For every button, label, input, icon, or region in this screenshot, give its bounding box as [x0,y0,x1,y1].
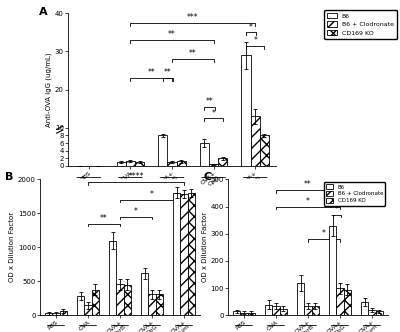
Bar [168,162,176,166]
Bar [362,302,368,315]
Bar [234,311,240,315]
Text: *: * [335,205,339,214]
Bar [142,273,148,315]
Bar [148,294,156,315]
Text: *: * [322,229,326,238]
Bar [251,117,260,166]
Bar [312,306,318,315]
Text: *: * [150,190,154,199]
Y-axis label: Anti-OVA IgG (ug/mL): Anti-OVA IgG (ug/mL) [46,52,52,127]
Bar [126,161,135,166]
Text: **: ** [164,68,172,77]
Bar [240,313,248,315]
Text: *: * [134,207,138,216]
Bar [52,313,60,315]
Y-axis label: OD x Dilution Factor: OD x Dilution Factor [202,212,208,283]
Text: **: ** [304,181,312,190]
Bar [336,288,344,315]
Bar [60,311,66,315]
Bar [368,310,376,315]
Bar [188,193,194,315]
Text: *: * [306,197,310,206]
Bar [376,311,382,315]
Bar [116,284,124,315]
Bar [78,296,84,315]
Bar [344,290,350,315]
Bar [200,143,209,166]
Bar [176,161,186,166]
Text: **: ** [168,30,176,39]
Bar [260,135,269,166]
Text: *: * [249,23,253,32]
Text: *: * [212,109,216,118]
Legend: B6, B6 + Clodronate, CD169 KO: B6, B6 + Clodronate, CD169 KO [324,182,385,206]
Bar [180,194,188,315]
Text: **: ** [147,68,155,77]
Text: ****: **** [128,172,144,181]
Bar [330,225,336,315]
Bar [174,193,180,315]
Bar [209,164,218,166]
Text: **: ** [206,97,213,106]
Bar [158,135,168,166]
Text: *: * [354,189,358,198]
Bar [272,306,280,315]
Text: *: * [253,36,257,45]
Bar [156,294,162,315]
Bar [266,304,272,315]
Bar [92,290,98,315]
Bar [124,285,130,315]
Text: C: C [204,173,212,183]
Legend: B6, B6 + Clodronate, CD169 KO: B6, B6 + Clodronate, CD169 KO [324,10,397,39]
Text: **: ** [189,49,197,58]
Bar [280,309,286,315]
Y-axis label: OD x Dilution Factor: OD x Dilution Factor [9,212,15,283]
Text: A: A [39,7,48,17]
Text: **: ** [100,214,108,223]
Bar [117,162,126,166]
Text: ***: *** [187,13,199,22]
Bar [218,158,227,166]
Bar [110,240,116,315]
Bar [304,306,312,315]
Bar [248,313,254,315]
Bar [298,283,304,315]
Bar [84,305,92,315]
Bar [135,162,144,166]
Text: B: B [5,173,13,183]
Bar [46,313,52,315]
Bar [242,55,251,166]
